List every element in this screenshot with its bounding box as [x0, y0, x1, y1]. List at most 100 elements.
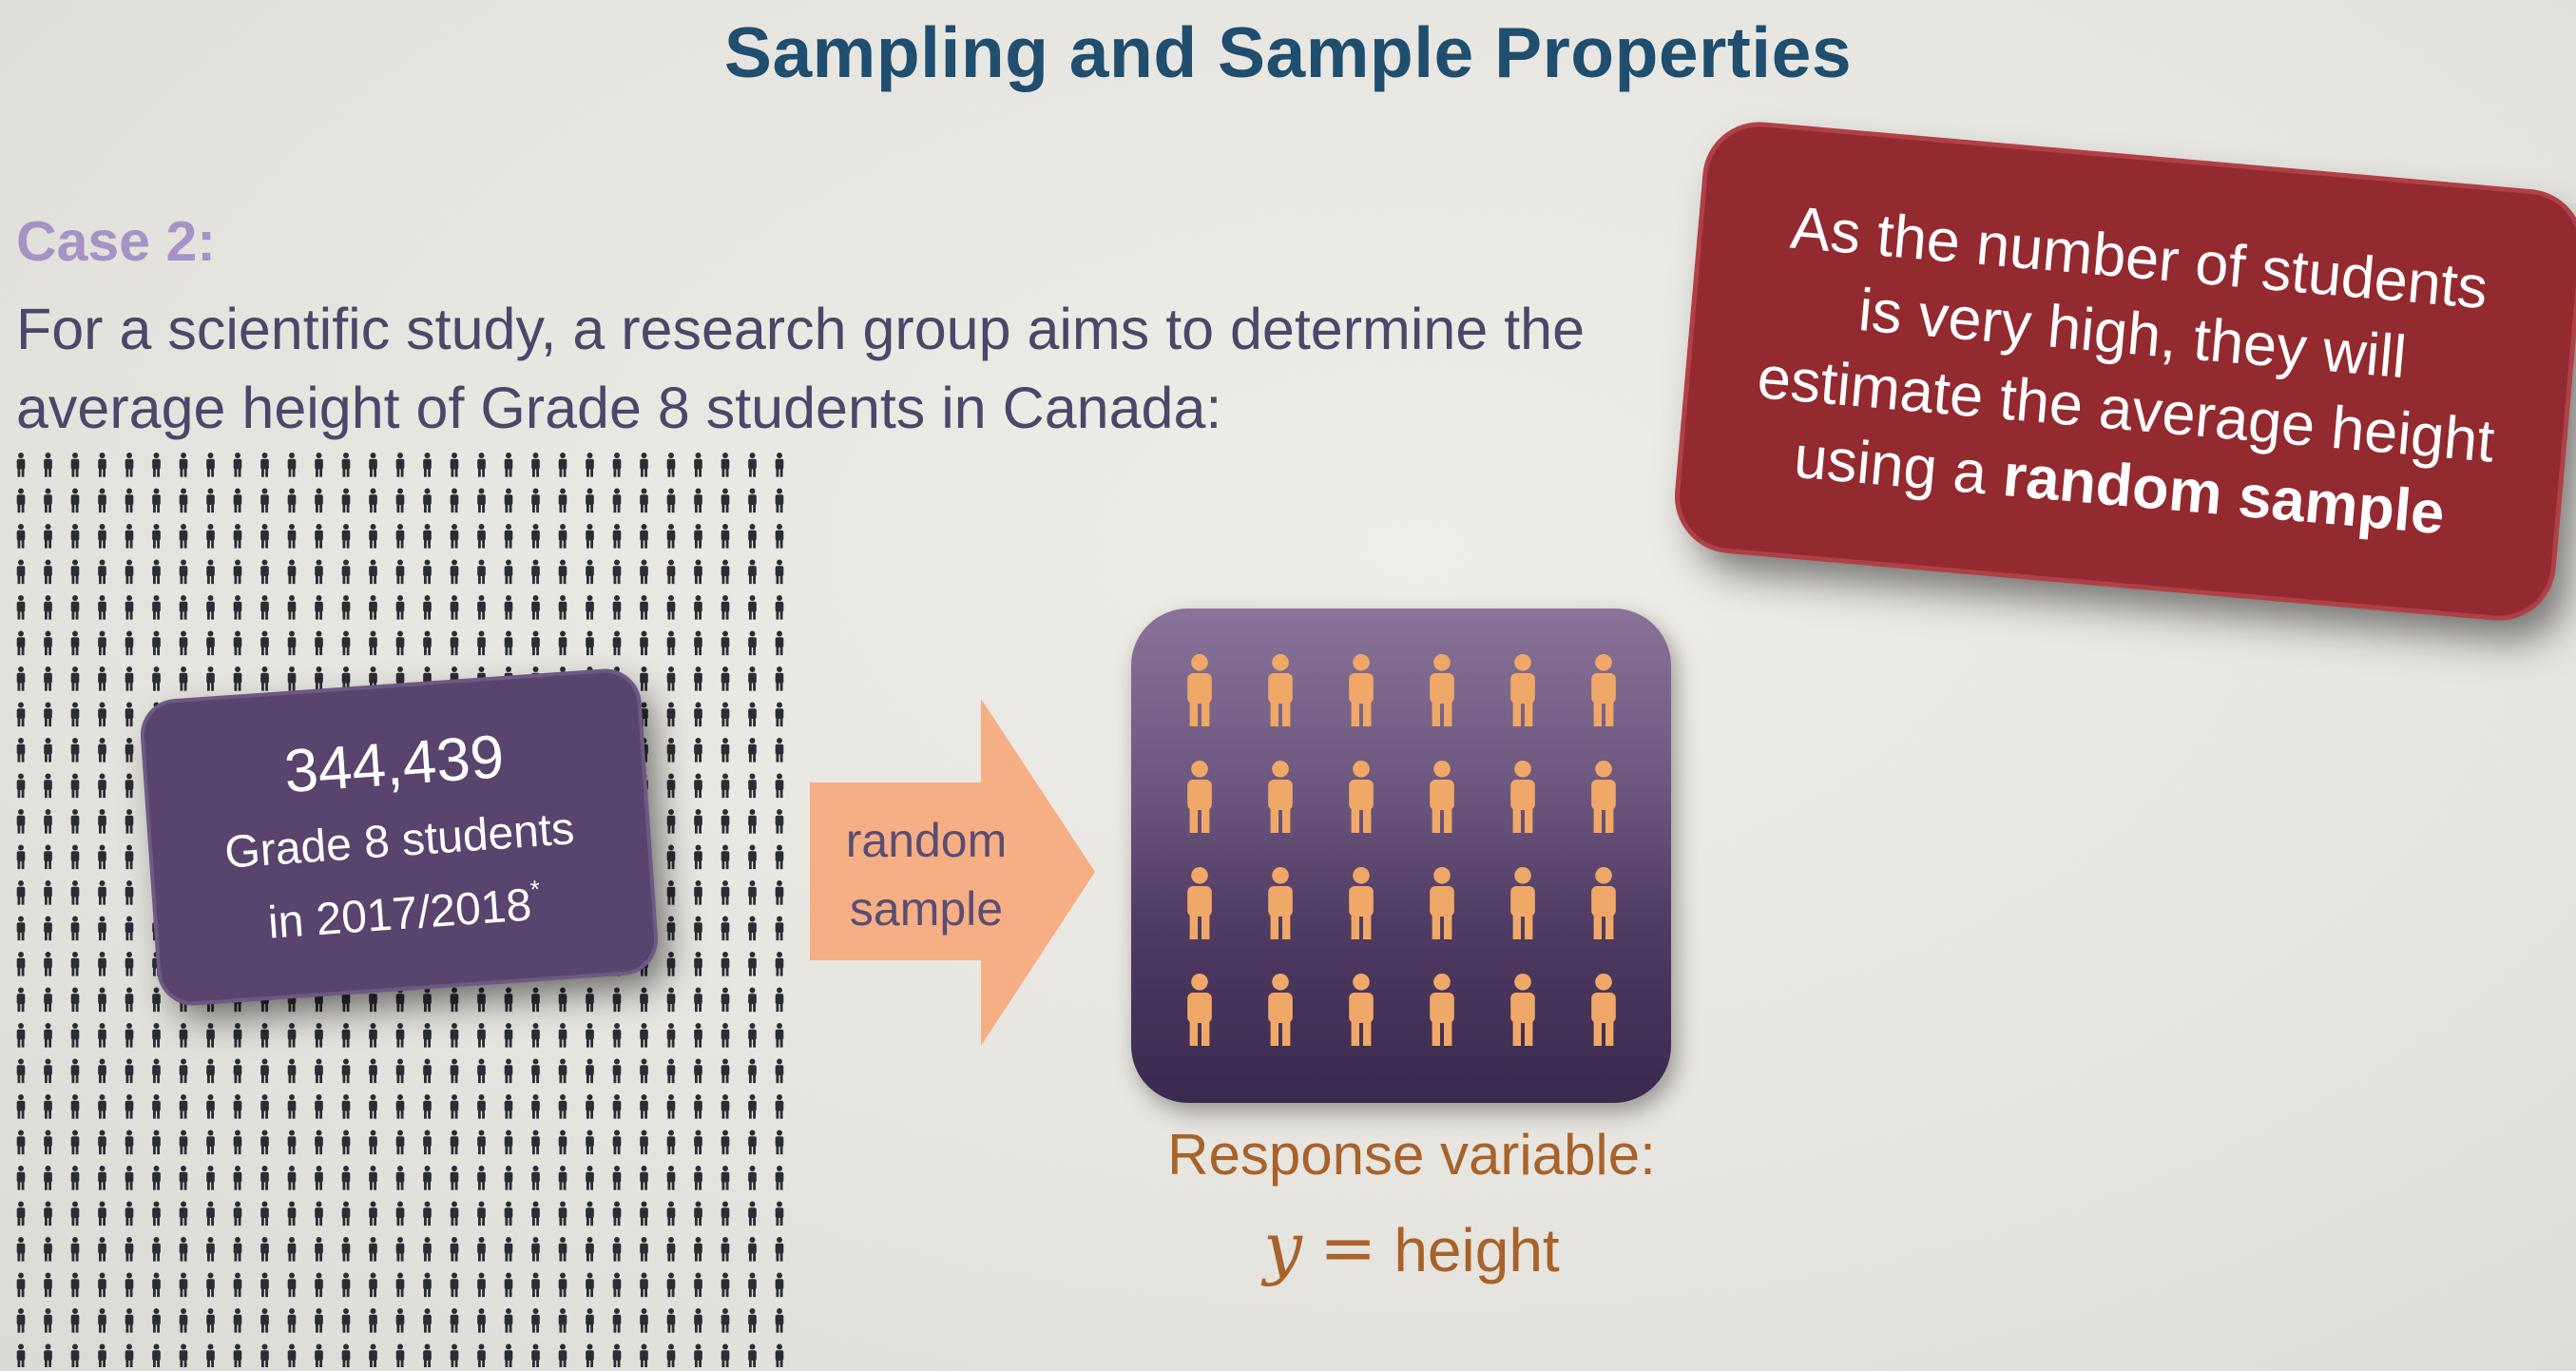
person-icon — [748, 773, 757, 799]
person-icon — [315, 666, 323, 691]
person-icon — [16, 1166, 26, 1190]
person-icon — [179, 666, 188, 691]
person-icon — [477, 630, 486, 656]
person-icon — [98, 916, 106, 941]
person-icon — [70, 488, 80, 513]
person-icon — [179, 1094, 188, 1119]
person-icon — [16, 1237, 26, 1262]
person-icon — [423, 453, 432, 477]
person-icon — [558, 1237, 567, 1262]
person-icon — [260, 1130, 269, 1155]
person-icon — [70, 1343, 80, 1367]
person-icon — [721, 809, 730, 834]
person-icon — [477, 488, 486, 513]
person-icon — [152, 488, 161, 513]
person-icon — [558, 1130, 567, 1155]
person-icon — [477, 1058, 486, 1084]
person-icon — [423, 987, 432, 1013]
person-icon — [531, 1272, 540, 1298]
person-icon — [748, 559, 757, 585]
person-icon — [179, 1058, 188, 1084]
person-icon — [16, 1023, 26, 1048]
footnote-mark: * — [529, 874, 542, 904]
person-icon — [694, 1272, 702, 1298]
person-icon — [287, 1058, 297, 1084]
person-icon — [666, 1237, 676, 1262]
person-icon — [775, 666, 784, 691]
person-icon — [16, 738, 26, 763]
person-icon — [369, 1023, 377, 1048]
person-icon — [1349, 974, 1374, 1046]
case-description-line-1: For a scientific study, a research group… — [16, 297, 1586, 361]
person-icon — [450, 559, 459, 585]
person-icon — [504, 1023, 513, 1048]
person-icon — [98, 1201, 106, 1226]
person-icon — [260, 1272, 269, 1298]
person-icon — [721, 1130, 730, 1155]
person-icon — [16, 952, 26, 976]
person-icon — [125, 1023, 134, 1048]
person-icon — [179, 488, 188, 513]
person-icon — [1591, 974, 1616, 1046]
person-icon — [694, 666, 702, 691]
person-icon — [233, 1058, 242, 1084]
person-icon — [640, 1058, 648, 1084]
person-icon — [423, 595, 432, 620]
person-icon — [477, 1308, 486, 1333]
person-icon — [206, 453, 215, 477]
person-icon — [179, 1166, 188, 1190]
person-icon — [369, 453, 377, 477]
person-icon — [586, 488, 594, 513]
person-icon — [369, 1343, 377, 1367]
person-icon — [233, 559, 242, 585]
person-icon — [558, 488, 567, 513]
person-icon — [640, 595, 648, 620]
person-icon — [586, 524, 594, 549]
population-count: 344,439 — [281, 722, 507, 806]
person-icon — [748, 1201, 757, 1226]
person-icon — [504, 1201, 513, 1226]
person-icon — [640, 738, 648, 763]
person-icon — [1349, 654, 1374, 726]
person-icon — [477, 1023, 486, 1048]
person-icon — [233, 666, 242, 691]
person-icon — [70, 1166, 80, 1190]
person-icon — [98, 880, 106, 905]
arrow-label-line-2: sample — [849, 882, 1004, 936]
person-icon — [233, 630, 242, 656]
person-icon — [450, 1343, 459, 1367]
person-icon — [775, 595, 784, 620]
person-icon — [1510, 654, 1535, 726]
person-icon — [531, 630, 540, 656]
person-icon — [450, 987, 459, 1013]
person-icon — [44, 666, 52, 691]
person-icon — [694, 1166, 702, 1190]
slide-title: Sampling and Sample Properties — [723, 12, 1853, 92]
person-icon — [640, 1201, 648, 1226]
person-icon — [315, 1094, 323, 1119]
person-icon — [315, 630, 323, 656]
person-icon — [70, 1308, 80, 1333]
person-icon — [450, 524, 459, 549]
person-icon — [721, 1237, 730, 1262]
person-icon — [775, 952, 784, 976]
person-icon — [423, 1201, 432, 1226]
person-icon — [44, 1272, 52, 1298]
person-icon — [152, 1308, 161, 1333]
person-icon — [694, 738, 702, 763]
person-icon — [16, 916, 26, 941]
person-icon — [721, 1058, 730, 1084]
person-icon — [16, 1094, 26, 1119]
sample-box — [1131, 608, 1671, 1103]
person-icon — [694, 1058, 702, 1084]
person-icon — [152, 524, 161, 549]
person-icon — [694, 524, 702, 549]
person-icon — [666, 844, 676, 870]
person-icon — [395, 1237, 405, 1262]
person-icon — [369, 630, 377, 656]
person-icon — [233, 453, 242, 477]
person-icon — [287, 1308, 297, 1333]
person-icon — [206, 488, 215, 513]
person-icon — [586, 559, 594, 585]
person-icon — [206, 1343, 215, 1367]
